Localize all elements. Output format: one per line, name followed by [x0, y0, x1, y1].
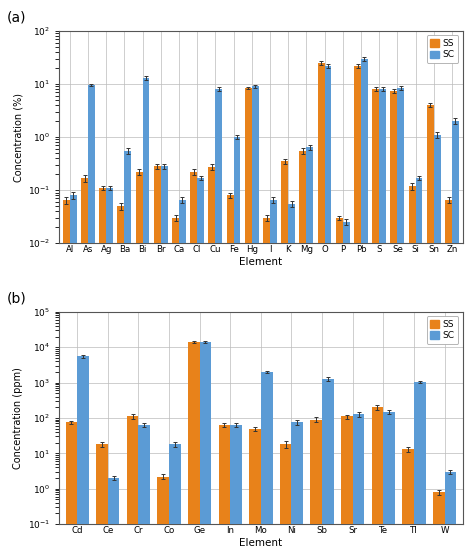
Bar	[65, 423, 77, 559]
Bar	[372, 408, 383, 559]
Bar	[416, 178, 422, 559]
Bar	[353, 414, 365, 559]
Bar	[106, 188, 113, 559]
Y-axis label: Concentration (%): Concentration (%)	[13, 93, 23, 182]
Bar	[433, 492, 445, 559]
Bar	[434, 135, 441, 559]
Bar	[227, 195, 234, 559]
Bar	[452, 121, 459, 559]
X-axis label: Element: Element	[239, 538, 283, 548]
Bar	[292, 423, 303, 559]
Legend: SS, SC: SS, SC	[427, 316, 458, 344]
Bar	[336, 218, 343, 559]
Bar	[124, 151, 131, 559]
Bar	[197, 178, 204, 559]
Bar	[136, 172, 143, 559]
Text: (a): (a)	[6, 11, 26, 25]
Bar	[96, 444, 108, 559]
Bar	[169, 444, 181, 559]
Bar	[63, 200, 70, 559]
Bar	[445, 200, 452, 559]
Bar	[414, 382, 426, 559]
Bar	[245, 88, 252, 559]
Bar	[261, 372, 273, 559]
Bar	[372, 89, 379, 559]
Bar	[397, 88, 404, 559]
Bar	[172, 218, 179, 559]
Bar	[108, 478, 119, 559]
Bar	[249, 429, 261, 559]
Bar	[190, 172, 197, 559]
Bar	[318, 63, 325, 559]
Bar	[383, 412, 395, 559]
Bar	[118, 206, 124, 559]
Bar	[263, 218, 270, 559]
X-axis label: Element: Element	[239, 257, 283, 267]
Bar	[88, 85, 95, 559]
Bar	[234, 137, 240, 559]
Bar	[361, 59, 368, 559]
Bar	[281, 161, 288, 559]
Bar	[188, 342, 200, 559]
Bar	[161, 167, 168, 559]
Bar	[81, 178, 88, 559]
Bar	[215, 89, 222, 559]
Bar	[77, 357, 89, 559]
Bar	[252, 87, 259, 559]
Bar	[409, 186, 416, 559]
Bar	[179, 200, 186, 559]
Bar	[379, 89, 386, 559]
Bar	[341, 416, 353, 559]
Bar	[200, 342, 211, 559]
Bar	[99, 188, 106, 559]
Bar	[322, 378, 334, 559]
Bar	[445, 472, 456, 559]
Legend: SS, SC: SS, SC	[427, 35, 458, 63]
Text: (b): (b)	[6, 291, 26, 306]
Bar	[270, 200, 277, 559]
Bar	[325, 66, 331, 559]
Bar	[143, 78, 149, 559]
Bar	[402, 449, 414, 559]
Bar	[310, 420, 322, 559]
Bar	[127, 416, 138, 559]
Bar	[280, 444, 292, 559]
Bar	[288, 204, 295, 559]
Bar	[300, 151, 306, 559]
Bar	[70, 195, 77, 559]
Bar	[157, 477, 169, 559]
Bar	[391, 91, 397, 559]
Bar	[343, 222, 350, 559]
Bar	[427, 105, 434, 559]
Bar	[354, 66, 361, 559]
Bar	[138, 425, 150, 559]
Y-axis label: Concentration (ppm): Concentration (ppm)	[13, 367, 23, 469]
Bar	[230, 425, 242, 559]
Bar	[219, 425, 230, 559]
Bar	[306, 147, 313, 559]
Bar	[209, 167, 215, 559]
Bar	[154, 167, 161, 559]
